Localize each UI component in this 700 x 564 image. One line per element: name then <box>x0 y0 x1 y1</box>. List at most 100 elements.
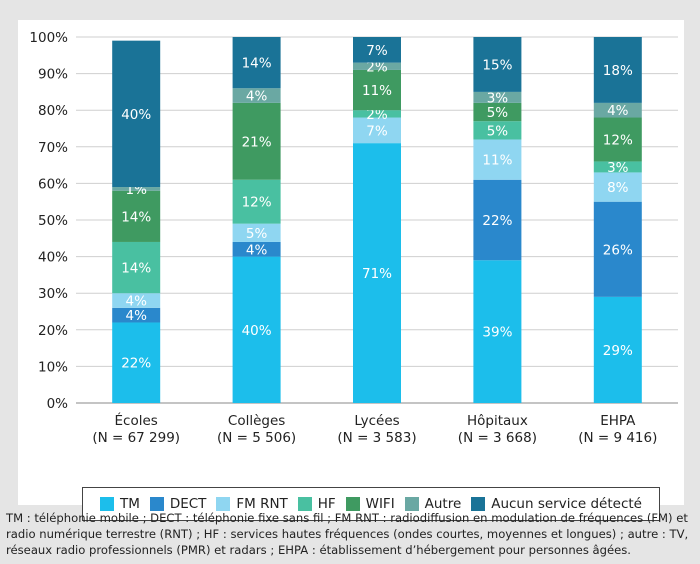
bar-segment <box>112 322 161 403</box>
bar-segment <box>473 91 522 103</box>
y-tick-label: 100% <box>29 30 68 46</box>
bar-segment <box>593 117 642 162</box>
legend-item: HF <box>297 496 336 512</box>
data-label: 12% <box>242 195 272 211</box>
x-category-label: Écoles <box>115 412 158 429</box>
legend-label: Aucun service détecté <box>491 496 642 512</box>
data-label: 4% <box>607 103 629 119</box>
data-label: 12% <box>603 132 633 148</box>
bar-segment <box>353 69 401 111</box>
legend-swatch <box>149 497 164 511</box>
plot-panel: 0% 10% 20% 30% 40% 50% 60% 70% 80% 90% 100% 22% 4% 4%… <box>18 20 684 521</box>
legend-item: WIFI <box>345 496 395 512</box>
data-label: 2% <box>366 59 388 75</box>
y-tick-label: 90% <box>38 67 68 83</box>
data-label: 5% <box>246 226 268 242</box>
x-category-count: (N = 3 668) <box>458 430 537 446</box>
bar-segment <box>232 241 281 257</box>
legend-label: HF <box>317 496 336 512</box>
legend-item: FM RNT <box>216 496 288 512</box>
x-category-label: Collèges <box>228 413 285 429</box>
x-category-count: (N = 9 416) <box>578 430 657 446</box>
legend-swatch <box>471 497 486 511</box>
x-category-label: EHPA <box>600 413 636 429</box>
bar-segment <box>473 102 522 122</box>
legend-item: Autre <box>404 496 462 512</box>
y-tick-label: 80% <box>38 103 68 119</box>
bar-segment <box>593 102 642 118</box>
bar-segment <box>112 293 161 308</box>
data-label: 21% <box>242 134 272 150</box>
footnote: TM : téléphonie mobile ; DECT : téléphon… <box>6 511 689 557</box>
bar-segment <box>353 62 401 70</box>
bar-segment <box>353 117 401 144</box>
bar-segment <box>232 256 281 403</box>
data-label: 26% <box>603 242 633 258</box>
data-label: 40% <box>242 323 272 339</box>
data-label: 18% <box>603 63 633 79</box>
bar-segment <box>473 139 522 180</box>
bar-segment <box>112 190 161 242</box>
y-tick-label: 30% <box>38 286 68 302</box>
bar-segment <box>112 241 161 294</box>
data-label: 22% <box>482 213 512 229</box>
legend: TM DECT FM RNT HF WIFI Autre Aucun service dét… <box>82 487 660 521</box>
bar-segment <box>593 296 642 403</box>
data-label: 39% <box>482 325 512 341</box>
data-label: 5% <box>487 123 509 139</box>
bar-segment <box>593 172 642 202</box>
bar-segment <box>112 187 161 191</box>
data-label: 7% <box>366 43 388 59</box>
data-label: 2% <box>366 107 388 123</box>
data-label: 8% <box>607 180 629 196</box>
bar-segment <box>112 307 161 323</box>
data-label: 14% <box>121 261 151 277</box>
legend-item: DECT <box>149 496 207 512</box>
data-label: 7% <box>366 123 388 139</box>
legend-swatch <box>404 497 419 511</box>
data-label: 4% <box>246 89 268 105</box>
legend-label: Autre <box>424 496 462 512</box>
y-tick-label: 50% <box>38 213 68 229</box>
data-label: 4% <box>125 308 147 324</box>
legend-swatch <box>216 497 231 511</box>
x-category-count: (N = 5 506) <box>217 430 296 446</box>
data-label: 3% <box>607 160 629 176</box>
data-label: 11% <box>362 83 392 99</box>
data-label: 14% <box>121 209 151 225</box>
data-label: 29% <box>603 343 633 359</box>
data-label: 3% <box>487 90 509 106</box>
legend-swatch <box>99 497 114 511</box>
data-label: 14% <box>242 56 272 72</box>
bar-segment <box>232 88 281 103</box>
bar-segment <box>232 223 281 242</box>
bar-segment <box>232 102 281 180</box>
bar-segment <box>353 37 401 63</box>
bar-segment <box>232 37 281 89</box>
legend-label: DECT <box>169 496 207 512</box>
y-tick-label: 70% <box>38 140 68 156</box>
data-label: 4% <box>125 294 147 310</box>
bar-segment <box>232 179 281 224</box>
bar-segment <box>593 201 642 297</box>
x-category-label: Lycées <box>354 413 399 429</box>
y-tick-label: 40% <box>38 250 68 266</box>
x-category-count: (N = 67 299) <box>92 430 180 446</box>
y-tick-label: 60% <box>38 176 68 192</box>
legend-label: FM RNT <box>236 496 288 512</box>
x-category-label: Hôpitaux <box>467 413 528 429</box>
legend-label: TM <box>119 496 140 512</box>
data-label: 5% <box>487 105 509 121</box>
data-label: 40% <box>121 107 151 123</box>
data-label: 4% <box>246 242 268 258</box>
legend-label: WIFI <box>365 496 395 512</box>
bar-segment <box>473 179 522 261</box>
stacked-bar-chart: 0%10%20%30%40%50%60%70%80%90%100%22%4%4%… <box>29 30 678 446</box>
legend-item: Aucun service détecté <box>471 496 642 512</box>
legend-item: TM <box>99 496 140 512</box>
data-label: 22% <box>121 356 151 372</box>
bar-segment <box>593 37 642 103</box>
y-tick-label: 20% <box>38 323 68 339</box>
data-label: 11% <box>482 153 512 169</box>
